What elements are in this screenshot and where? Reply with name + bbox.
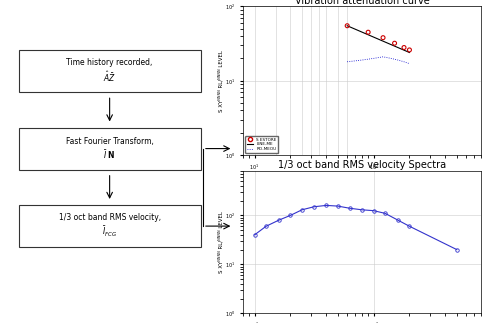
FancyBboxPatch shape: [18, 205, 201, 247]
FancyBboxPatch shape: [18, 128, 201, 170]
Title: 1/3 oct band RMS velocity Spectra: 1/3 oct band RMS velocity Spectra: [278, 161, 446, 171]
Text: Fast Fourier Transform,
$\bar{I}$ $\mathbf{N}$: Fast Fourier Transform, $\bar{I}$ $\math…: [66, 137, 154, 161]
Title: Vibration attenuation curve: Vibration attenuation curve: [295, 0, 430, 6]
Point: [343, 23, 351, 28]
FancyBboxPatch shape: [18, 50, 201, 92]
Text: 1/3 oct band RMS velocity,
$\bar{I}_{FCG}$: 1/3 oct band RMS velocity, $\bar{I}_{FCG…: [59, 214, 161, 239]
Point: [405, 47, 413, 53]
Point: [400, 45, 408, 50]
Text: Time history recorded,
$\hat{A}\bar{Z}$: Time history recorded, $\hat{A}\bar{Z}$: [67, 58, 153, 84]
Legend: S ESTORE, LINE-ME, RO-MEOU: S ESTORE, LINE-ME, RO-MEOU: [245, 136, 278, 153]
Point: [391, 41, 399, 46]
Y-axis label: S XYᴺᴺᴺᴺ RL/ᴺᴺᴺᴺ LEVEL: S XYᴺᴺᴺᴺ RL/ᴺᴺᴺᴺ LEVEL: [218, 50, 224, 112]
Y-axis label: S XYᴺᴺᴺᴺ RL/ᴺᴺᴺᴺ LEVEL: S XYᴺᴺᴺᴺ RL/ᴺᴺᴺᴺ LEVEL: [218, 211, 224, 273]
Point: [379, 35, 387, 40]
X-axis label: DISTANCE, S: DISTANCE, S: [340, 173, 384, 179]
Point: [364, 30, 372, 35]
